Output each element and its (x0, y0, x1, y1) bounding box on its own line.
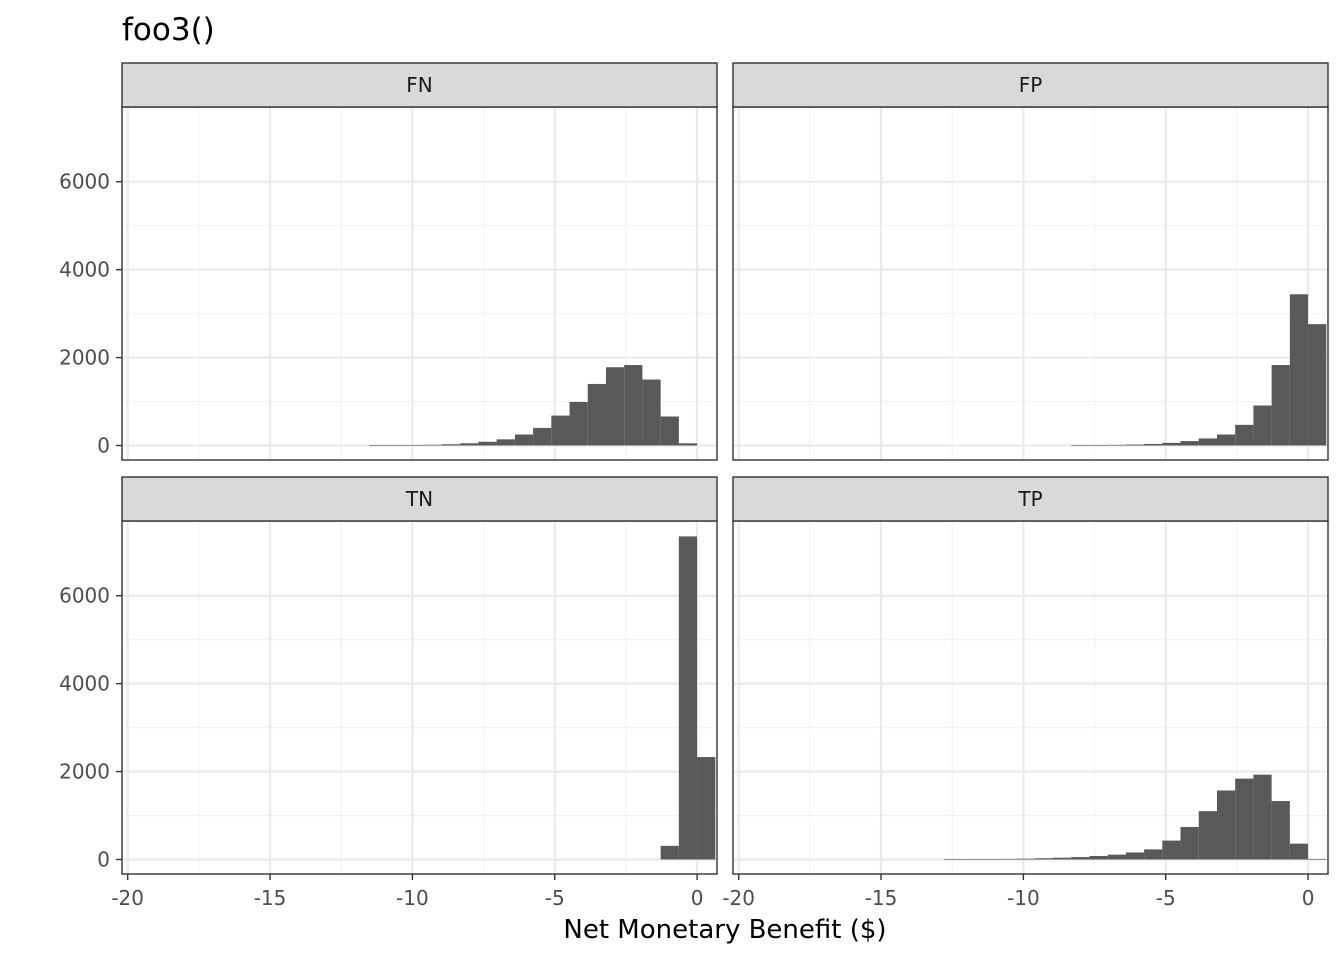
y-tick-label: 2000 (59, 346, 110, 370)
histogram-bar (1089, 445, 1108, 446)
histogram-bar (1198, 811, 1217, 860)
histogram-bar (1180, 441, 1199, 446)
y-tick-label: 4000 (59, 672, 110, 696)
histogram-bar (678, 536, 698, 860)
histogram-bar (514, 434, 534, 446)
panel-border (732, 106, 1329, 461)
y-tick-label: 6000 (59, 584, 110, 608)
x-tick-label: -5 (545, 886, 565, 910)
x-tick-label: 0 (1302, 886, 1315, 910)
histogram-bar (1308, 859, 1327, 860)
x-axis-label: Net Monetary Benefit ($) (563, 915, 886, 945)
panel-border (121, 520, 718, 875)
x-tick-label: -20 (111, 886, 144, 910)
histogram-bar (1235, 778, 1254, 860)
x-tick-label: -15 (865, 886, 898, 910)
histogram-bar (1052, 857, 1072, 860)
histogram-bar (678, 443, 698, 446)
histogram-bar (1253, 774, 1272, 860)
facet-panel-fn: FN 0 2000 4000 6000 (59, 62, 718, 461)
facet-panels: FN 0 2000 4000 6000 FP TN 0 2000 4000 6000 -20 -15 -1… (59, 62, 1329, 910)
facet-strip-label: FP (1019, 73, 1043, 97)
facet-panel-tp: TP -20 -15 -10 -5 0 (722, 476, 1329, 910)
histogram-bar (1198, 438, 1217, 446)
histogram-bar (1034, 858, 1053, 860)
x-tick-label: 0 (691, 886, 704, 910)
facet-strip (121, 476, 718, 522)
histogram-bar (441, 444, 461, 446)
histogram-bar (569, 401, 588, 446)
y-tick-label: 0 (97, 847, 110, 871)
histogram-bar (660, 416, 679, 446)
histogram-bar (1289, 843, 1309, 860)
histogram-bar (1016, 858, 1035, 860)
histogram-bar (605, 367, 625, 446)
histogram-bar (1071, 857, 1090, 860)
facet-strip (121, 62, 718, 108)
histogram-bar (1107, 444, 1126, 446)
histogram-bar (405, 445, 424, 446)
x-tick-label: -5 (1156, 886, 1176, 910)
x-tick-label: -10 (396, 886, 429, 910)
histogram-bar (1125, 852, 1145, 860)
histogram-bar (1162, 442, 1181, 446)
facet-strip (732, 62, 1329, 108)
histogram-bar (533, 427, 552, 446)
x-tick-label: -10 (1007, 886, 1040, 910)
histogram-bar (961, 859, 981, 860)
facet-panel-fp: FP (732, 62, 1329, 461)
histogram-bar (1180, 826, 1199, 860)
chart-title: foo3() (122, 12, 215, 48)
histogram-bar (624, 365, 643, 446)
histogram-bar (1271, 801, 1290, 860)
histogram-bar (697, 757, 716, 860)
histogram-bar (1271, 365, 1290, 446)
histogram-bar (1308, 324, 1327, 446)
x-tick-label: -20 (722, 886, 755, 910)
histogram-bar (943, 859, 962, 860)
histogram-bar (1125, 444, 1145, 446)
histogram-bar (660, 845, 679, 860)
histogram-bar (1144, 849, 1163, 860)
histogram-bar (460, 443, 479, 446)
histogram-bar (369, 445, 388, 446)
histogram-bar (423, 444, 442, 446)
y-tick-label: 4000 (59, 258, 110, 282)
histogram-bar (1071, 445, 1090, 446)
histogram-bar (587, 383, 606, 446)
histogram-bar (1289, 294, 1309, 446)
histogram-bar (1144, 443, 1163, 446)
histogram-bar (1235, 424, 1254, 446)
y-tick-label: 6000 (59, 170, 110, 194)
histogram-bar (1253, 405, 1272, 446)
facet-strip-label: TN (405, 487, 433, 511)
histogram-bar (1107, 854, 1126, 860)
histogram-bar (1216, 434, 1236, 446)
y-tick-label: 2000 (59, 760, 110, 784)
facet-strip-label: FN (406, 73, 432, 97)
facet-strip (732, 476, 1329, 522)
histogram-bar (998, 858, 1017, 860)
histogram-bar (551, 415, 570, 446)
facet-panel-tn: TN 0 2000 4000 6000 -20 -15 -10 -5 0 (59, 476, 718, 910)
histogram-bar (1089, 855, 1108, 860)
histogram-bar (642, 379, 661, 446)
x-tick-label: -15 (254, 886, 287, 910)
histogram-bar (496, 439, 515, 446)
histogram-bar (387, 445, 406, 446)
histogram-bar (1162, 840, 1181, 860)
facet-strip-label: TP (1017, 487, 1042, 511)
histogram-bar (478, 441, 497, 446)
y-tick-label: 0 (97, 433, 110, 457)
histogram-bar (980, 859, 999, 860)
histogram-bar (1216, 790, 1236, 860)
